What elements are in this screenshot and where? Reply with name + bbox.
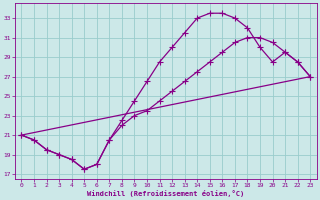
X-axis label: Windchill (Refroidissement éolien,°C): Windchill (Refroidissement éolien,°C) — [87, 190, 244, 197]
